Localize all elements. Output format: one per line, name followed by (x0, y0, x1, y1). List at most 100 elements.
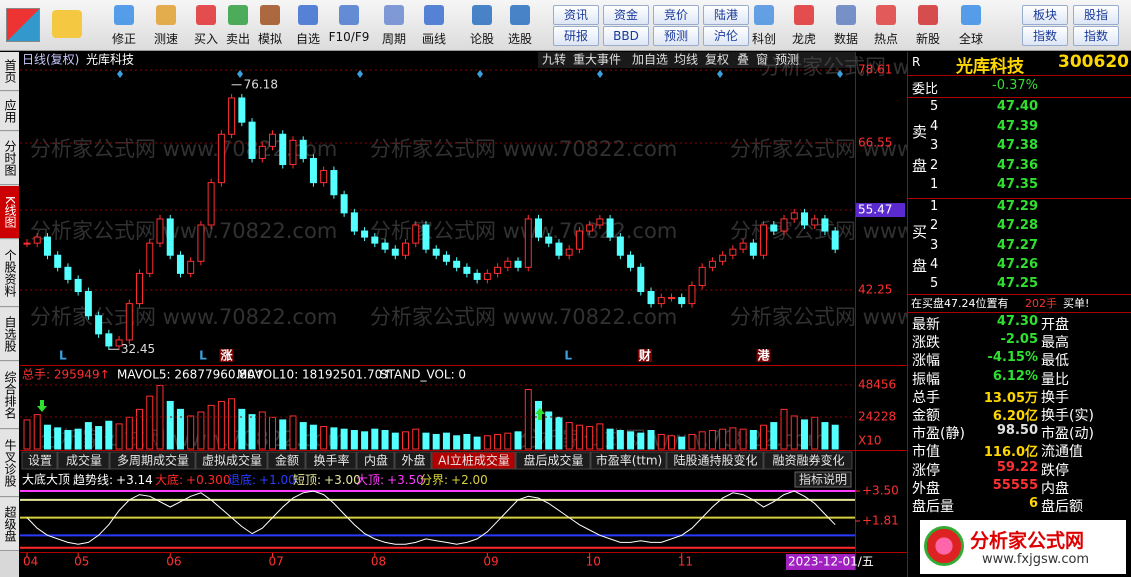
toolbar-button[interactable]: 科创 (751, 32, 776, 46)
candle (248, 121, 256, 159)
toolbar-button[interactable]: 陆港 (703, 5, 749, 25)
toolbar-button[interactable]: 选股 (507, 32, 532, 46)
chart-button[interactable]: 复权 (705, 53, 729, 67)
volume-bar (33, 414, 41, 450)
volume-bar (320, 426, 328, 450)
toolbar-button[interactable]: BBD (603, 26, 649, 46)
toolbar-button[interactable]: 修正 (111, 32, 136, 46)
toolbar-button[interactable]: 数据 (833, 32, 858, 46)
chart-button[interactable]: 预测 (775, 53, 799, 67)
chart-button[interactable]: 均线 (674, 53, 698, 67)
tab[interactable] (431, 451, 516, 470)
tab[interactable] (763, 451, 853, 470)
volume-bar (207, 404, 215, 450)
tab[interactable] (666, 451, 764, 470)
side-tab[interactable]: K线图 (0, 186, 19, 239)
side-tab[interactable]: 分时图 (0, 132, 19, 185)
toolbar-button[interactable]: 模拟 (257, 32, 282, 46)
toolbar-icon (260, 5, 280, 25)
toolbar-button[interactable]: 股指 (1073, 5, 1119, 25)
toolbar-icon (510, 5, 530, 25)
candle (616, 236, 624, 256)
tab[interactable] (356, 451, 395, 470)
volume-bar (371, 428, 379, 450)
toolbar-button[interactable]: 测速 (153, 32, 178, 46)
toolbar-button[interactable]: 周期 (381, 32, 406, 46)
toolbar-button[interactable]: 卖出 (225, 32, 250, 46)
candle (361, 230, 369, 238)
toolbar-button[interactable]: 指数 (1073, 26, 1119, 46)
side-tab[interactable]: 牛叉诊股 (0, 430, 19, 497)
side-tab[interactable]: 自选股 (0, 308, 19, 361)
chart-button[interactable]: 九转 (542, 52, 566, 67)
tab[interactable] (195, 451, 268, 470)
indicator-legend: 大顶: +3.50 (356, 473, 424, 487)
candle (289, 139, 297, 165)
toolbar-button[interactable]: 热点 (873, 32, 898, 46)
chart-button[interactable]: 叠 (737, 53, 749, 67)
watermark: 分析家公式网 www.70822.com (370, 305, 677, 329)
tab[interactable] (394, 451, 432, 470)
candle (340, 194, 348, 214)
toolbar-button[interactable]: 沪伦 (703, 26, 749, 46)
toolbar-button[interactable]: 指数 (1022, 26, 1068, 46)
logo-name: 分析家公式网 (970, 530, 1085, 552)
tab[interactable] (590, 451, 667, 470)
candle (637, 266, 645, 293)
tab-label: 多周期成交量 (117, 453, 189, 468)
tab-label: 融资融券变化 (772, 453, 844, 468)
candle (156, 218, 164, 244)
toolbar-button[interactable]: 资讯 (553, 5, 599, 25)
level: 2 (930, 157, 939, 173)
toolbar-button[interactable]: F10/F9 (328, 30, 370, 44)
toolbar-button[interactable]: 资金 (603, 5, 649, 25)
volume-bar (483, 435, 491, 450)
candle (43, 236, 51, 256)
toolbar-button[interactable]: 自选 (295, 32, 320, 46)
volume-bar (790, 415, 798, 450)
toolbar-button[interactable]: 论股 (469, 32, 494, 46)
price: 47.39 (996, 118, 1038, 134)
value: -0.37% (992, 78, 1038, 93)
toolbar-button[interactable]: 竞价 (653, 5, 699, 25)
toolbar-button[interactable]: 画线 (421, 32, 446, 46)
candle (371, 236, 379, 244)
volume-bar (780, 408, 788, 450)
tab[interactable] (305, 451, 357, 470)
toolbar-button[interactable]: 龙虎 (791, 32, 816, 46)
toolbar-button[interactable]: 板块 (1022, 5, 1068, 25)
volume-bar (494, 433, 502, 450)
side-tab[interactable]: 首页 (0, 52, 19, 91)
side-label: 卖 (912, 123, 928, 141)
toolbar-button[interactable]: 全球 (958, 32, 983, 46)
volume-bar (575, 424, 583, 450)
candle (432, 248, 440, 256)
tab[interactable] (21, 451, 58, 470)
tab[interactable] (109, 451, 196, 470)
volume-bar (248, 414, 256, 450)
side-tab[interactable]: 超级盘 (0, 498, 19, 551)
help-button[interactable] (794, 471, 852, 488)
volume-bar (381, 430, 389, 450)
chart-button[interactable]: 重大事件 (573, 53, 621, 67)
tab[interactable] (267, 451, 306, 470)
side-tab[interactable]: 个股资料 (0, 240, 19, 307)
candle (483, 272, 491, 280)
chart-button[interactable]: 窗 (756, 53, 768, 67)
event-label: 财 (638, 348, 651, 363)
volume-bar (84, 422, 92, 450)
toolbar-button[interactable]: 新股 (915, 32, 940, 46)
toolbar-button[interactable]: 买入 (193, 32, 218, 46)
toolbar-button[interactable]: 研报 (553, 26, 599, 46)
candle (258, 145, 266, 159)
chart-button[interactable]: 加自选 (632, 53, 668, 67)
legend-value: +3.50 (387, 473, 424, 487)
grid-icon[interactable] (6, 8, 40, 42)
side-tab[interactable]: 应用 (0, 92, 19, 131)
back-icon[interactable] (52, 10, 82, 38)
tab[interactable] (515, 451, 591, 470)
candle (166, 218, 174, 256)
toolbar-button[interactable]: 预测 (653, 26, 699, 46)
tab[interactable] (57, 451, 110, 470)
side-tab[interactable]: 综合排名 (0, 362, 19, 429)
